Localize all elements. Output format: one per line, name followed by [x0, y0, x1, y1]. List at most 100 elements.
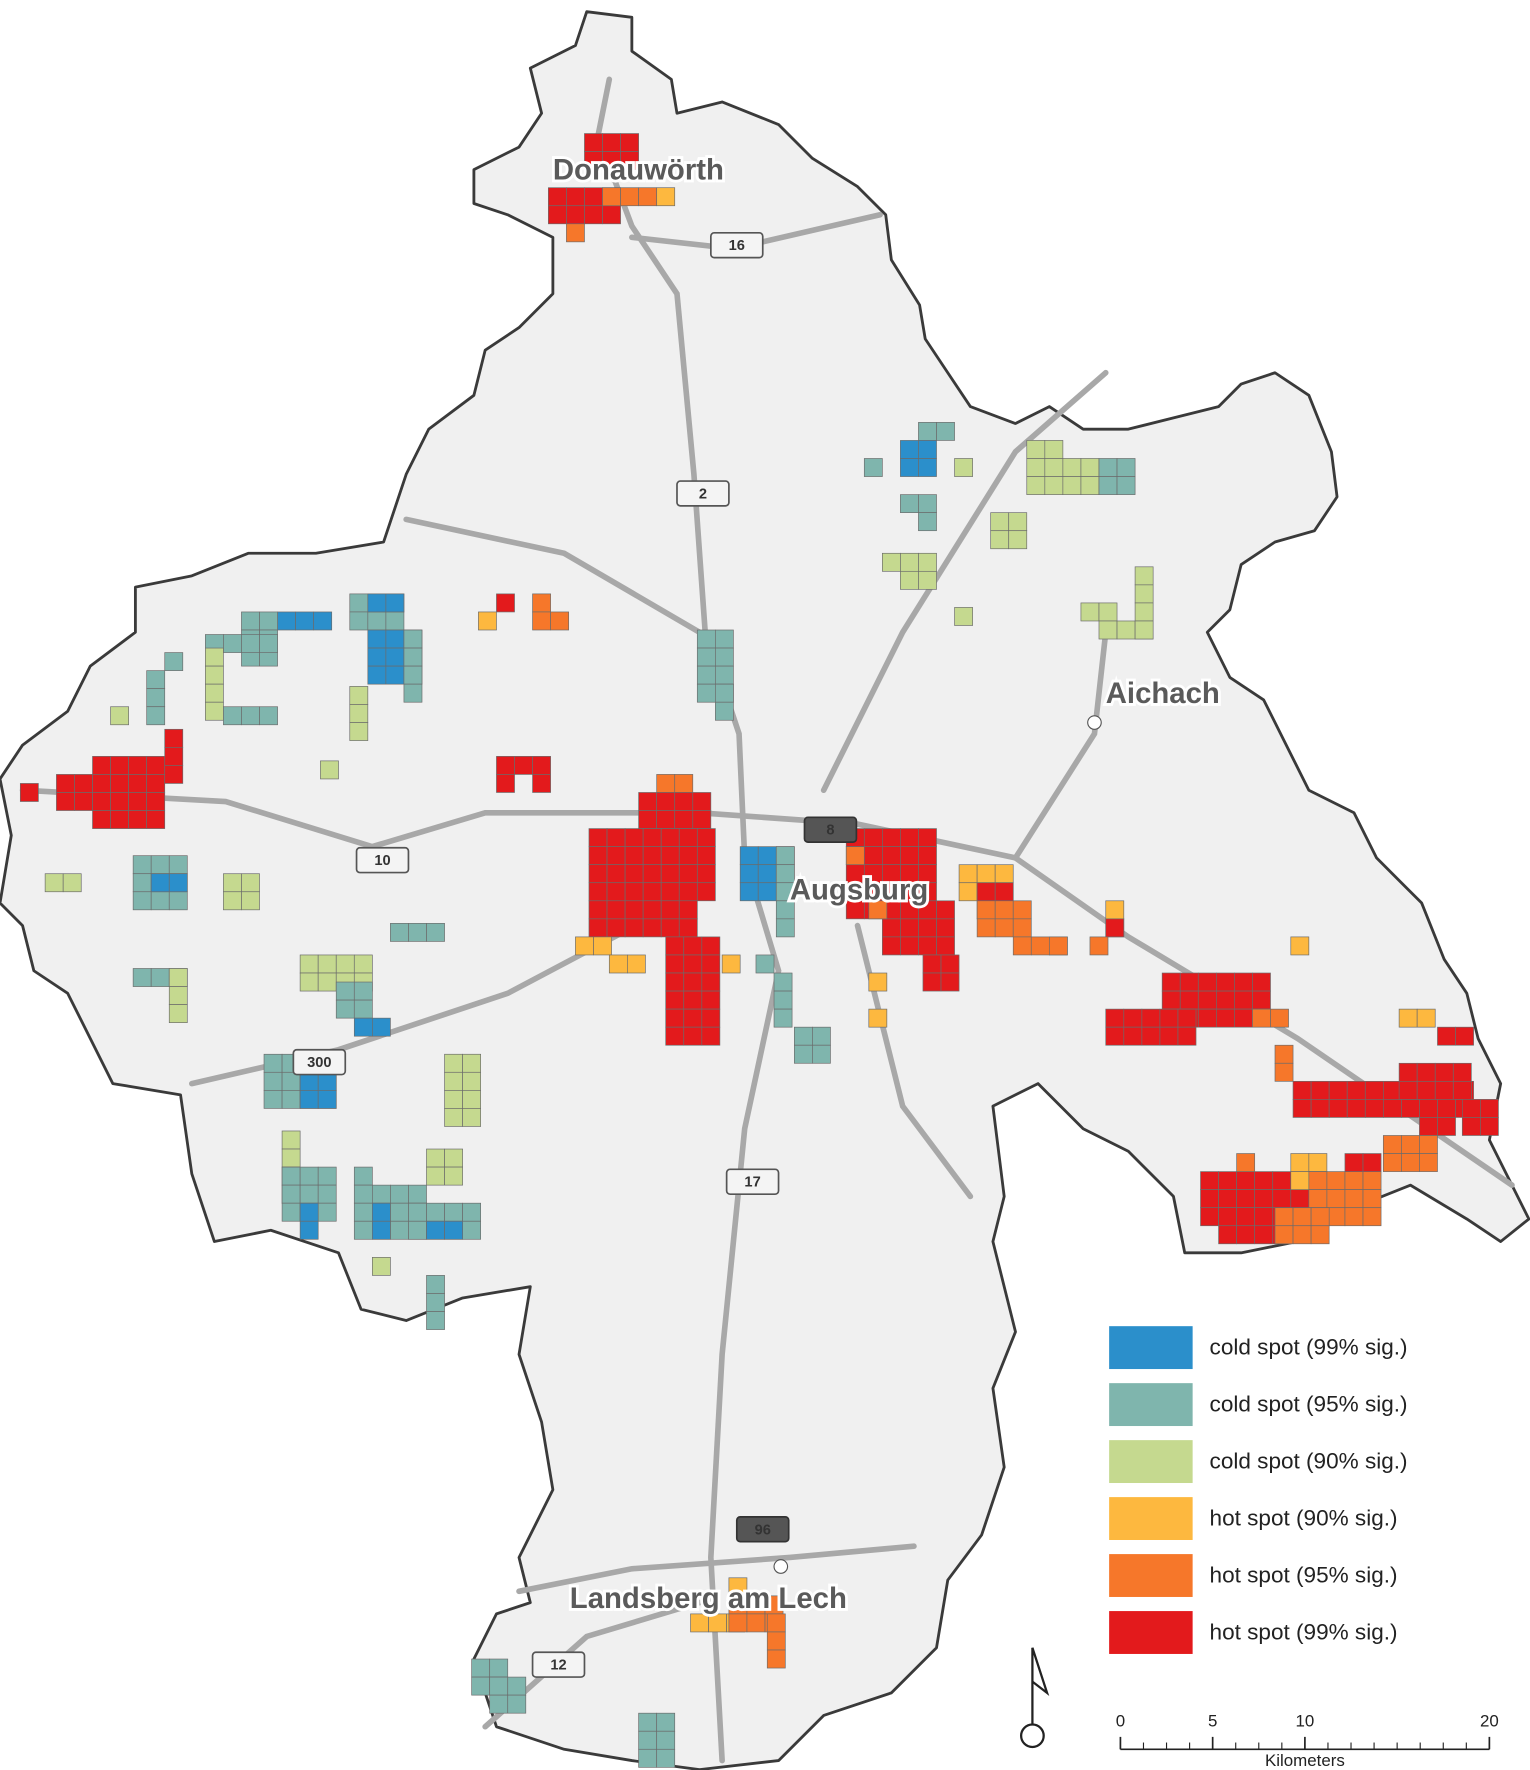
grid-cell — [1197, 1008, 1217, 1028]
grid-cell — [444, 1108, 463, 1127]
grid-cell — [1270, 1008, 1289, 1028]
hotspot-cells — [19, 133, 1499, 1768]
grid-cell — [1419, 1117, 1438, 1136]
grid-cell — [715, 701, 734, 721]
grid-cell — [922, 972, 942, 992]
legend-swatch — [1109, 1440, 1193, 1484]
grid-cell — [1290, 1153, 1310, 1172]
grid-cell — [976, 918, 996, 938]
grid-cell — [701, 990, 721, 1010]
grid-cell — [1254, 1189, 1274, 1209]
grid-cell — [606, 918, 626, 938]
grid-cell — [514, 756, 533, 775]
grid-cell — [146, 756, 166, 775]
grid-cell — [696, 629, 716, 649]
grid-cell — [317, 1184, 337, 1204]
grid-cell — [1089, 936, 1109, 956]
grid-cell — [696, 647, 716, 667]
grid-cell — [1326, 1171, 1346, 1190]
grid-cell — [812, 1026, 831, 1046]
grid-cell — [390, 1184, 409, 1204]
grid-cell — [755, 954, 775, 974]
grid-cell — [259, 611, 278, 631]
grid-cell — [496, 774, 515, 793]
grid-cell — [1274, 1062, 1294, 1082]
grid-cell — [1292, 1099, 1312, 1118]
grid-cell — [588, 846, 608, 866]
grid-cell — [696, 665, 716, 685]
grid-cell — [940, 972, 960, 992]
grid-cell — [1159, 1008, 1179, 1028]
grid-cell — [994, 882, 1014, 902]
grid-cell — [408, 923, 427, 942]
grid-cell — [575, 936, 594, 956]
grid-cell — [642, 864, 662, 884]
grid-cell — [317, 972, 337, 992]
grid-cell — [168, 1004, 188, 1023]
grid-cell — [462, 1220, 482, 1240]
grid-cell — [462, 1053, 482, 1073]
scale-unit: Kilometers — [1265, 1751, 1345, 1770]
grid-cell — [692, 792, 712, 811]
grid-cell — [349, 686, 369, 705]
road-number: 2 — [699, 486, 707, 502]
grid-cell — [766, 1613, 786, 1633]
grid-cell — [164, 747, 184, 766]
grid-cell — [1134, 602, 1154, 622]
grid-cell — [1328, 1080, 1348, 1100]
grid-cell — [638, 1730, 658, 1750]
grid-cell — [489, 1694, 509, 1714]
grid-cell — [367, 665, 387, 685]
scale-tick-label: 0 — [1116, 1712, 1125, 1731]
grid-cell — [588, 882, 608, 902]
grid-cell — [606, 864, 626, 884]
grid-cell — [1215, 990, 1235, 1010]
grid-cell — [444, 1090, 463, 1109]
grid-cell — [1252, 990, 1271, 1010]
grid-cell — [918, 512, 937, 532]
road — [403, 516, 703, 636]
grid-cell — [353, 981, 373, 1001]
grid-cell — [1328, 1099, 1348, 1118]
grid-cell — [1197, 972, 1217, 992]
grid-cell — [683, 1008, 703, 1028]
grid-cell — [317, 1166, 337, 1186]
grid-cell — [638, 810, 658, 829]
grid-cell — [1416, 1062, 1436, 1082]
grid-cell — [1401, 1099, 1420, 1118]
grid-cell — [882, 936, 901, 956]
grid-cell — [1026, 458, 1046, 477]
grid-cell — [1098, 602, 1118, 622]
grid-cell — [385, 593, 405, 613]
grid-cell — [642, 900, 662, 920]
grid-cell — [1236, 1171, 1256, 1190]
grid-cell — [263, 1071, 283, 1091]
grid-cell — [642, 846, 662, 866]
grid-cell — [766, 1631, 786, 1651]
grid-cell — [385, 665, 405, 685]
town-marker — [1087, 715, 1102, 730]
grid-cell — [701, 1008, 721, 1028]
grid-cell — [507, 1694, 527, 1714]
grid-cell — [812, 1044, 831, 1064]
grid-cell — [638, 187, 658, 207]
grid-cell — [900, 458, 919, 477]
grid-cell — [1123, 1026, 1143, 1046]
grid-cell — [1123, 1008, 1143, 1028]
road — [516, 1543, 917, 1595]
grid-cell — [1105, 900, 1125, 920]
grid-cell — [353, 999, 373, 1019]
grid-cell — [1218, 1207, 1237, 1227]
grid-cell — [110, 810, 129, 829]
road-number: 17 — [744, 1175, 760, 1191]
grid-cell — [660, 882, 680, 902]
grid-cell — [1105, 918, 1125, 938]
grid-cell — [317, 1202, 337, 1222]
grid-cell — [656, 1748, 676, 1768]
grid-cell — [701, 954, 721, 974]
grid-cell — [1062, 476, 1082, 495]
grid-cell — [990, 512, 1010, 532]
grid-cell — [1382, 1099, 1402, 1118]
grid-cell — [715, 629, 734, 649]
grid-cell — [471, 1676, 491, 1696]
